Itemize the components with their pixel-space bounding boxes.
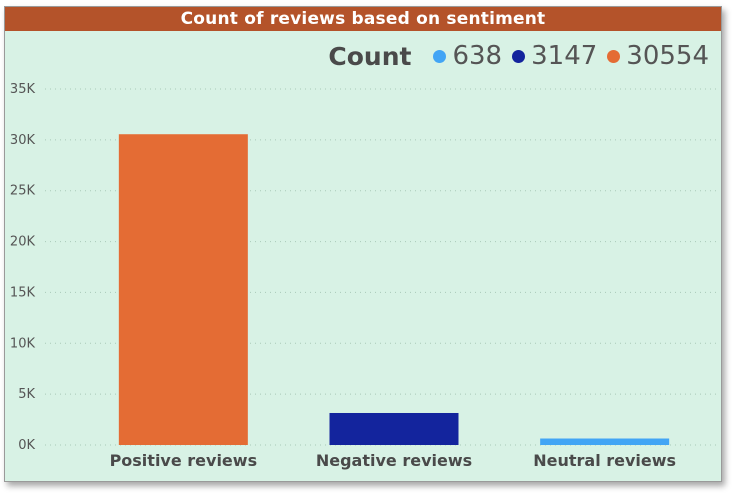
legend-item-2[interactable]: 30554	[607, 41, 709, 71]
y-tick-label-1: 5K	[18, 387, 35, 402]
y-tick-label-6: 30K	[10, 133, 36, 148]
bar-1[interactable]	[329, 412, 459, 445]
chart-title: Count of reviews based on sentiment	[5, 7, 721, 31]
legend: Count 638 3147 30554	[328, 41, 709, 71]
legend-label-0: 638	[452, 41, 503, 71]
y-tick-label-7: 35K	[10, 82, 36, 97]
legend-item-1[interactable]: 3147	[512, 41, 597, 71]
y-tick-label-0: 0K	[18, 438, 35, 453]
legend-dot-0	[433, 49, 447, 63]
bar-0[interactable]	[118, 134, 248, 445]
x-category-label-2: Neutral reviews	[533, 451, 676, 470]
legend-item-0[interactable]: 638	[433, 41, 502, 71]
x-category-label-0: Positive reviews	[110, 451, 258, 470]
legend-label-2: 30554	[626, 41, 709, 71]
x-category-label-1: Negative reviews	[316, 451, 472, 470]
y-tick-label-4: 20K	[10, 235, 36, 250]
legend-title: Count	[328, 41, 412, 71]
legend-dot-1	[512, 49, 526, 63]
legend-label-1: 3147	[531, 41, 598, 71]
bar-chart-plot: 0K 5K 10K 15K 20K 25K 30K 35K Positive reviews Ne…	[10, 82, 717, 470]
bar-2[interactable]	[540, 438, 670, 445]
y-tick-label-5: 25K	[10, 184, 36, 199]
y-tick-label-3: 15K	[10, 285, 36, 300]
y-tick-label-2: 10K	[10, 336, 36, 351]
legend-dot-2	[607, 49, 621, 63]
chart-card: Count of reviews based on sentiment Coun…	[4, 6, 722, 482]
